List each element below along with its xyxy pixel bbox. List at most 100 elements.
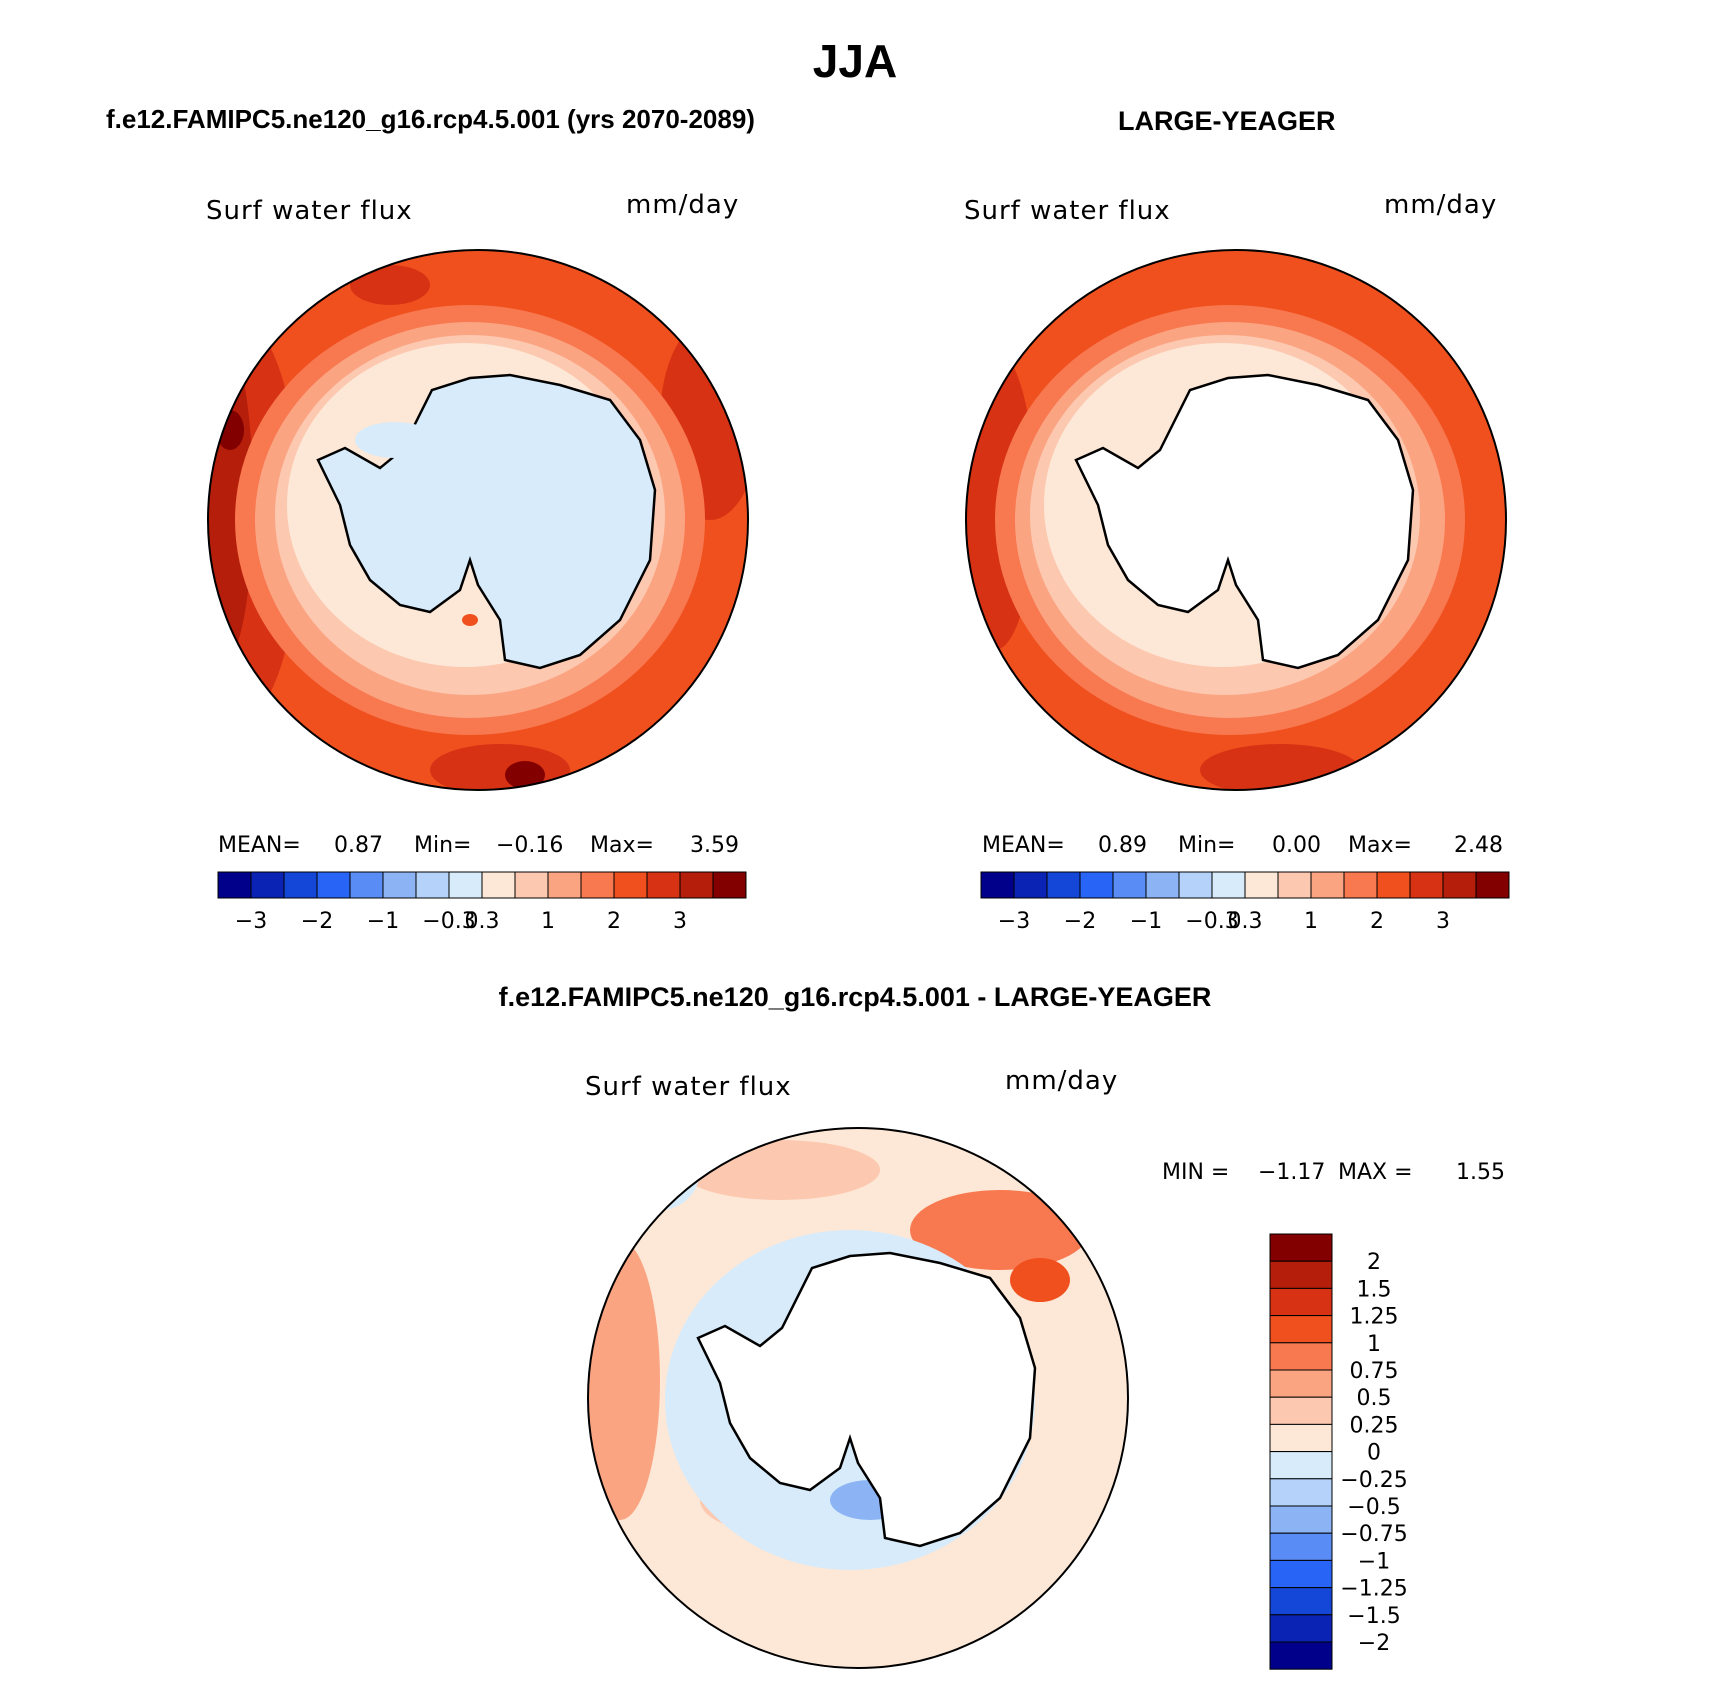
bottom-colorbar-box-6 — [1269, 1396, 1333, 1425]
right-colorbar-box-7 — [1211, 871, 1246, 899]
left-max-value: 3.59 — [690, 833, 739, 858]
left-mean-label: MEAN= — [218, 833, 301, 858]
bottom-max-value: 1.55 — [1456, 1160, 1505, 1185]
bottom-colorbar-tick-label: 2 — [1367, 1250, 1381, 1275]
left-colorbar-box-3 — [316, 871, 351, 899]
right-colorbar-box-4 — [1112, 871, 1147, 899]
bottom-max-label: MAX = — [1338, 1160, 1413, 1185]
right-colorbar-box-12 — [1376, 871, 1411, 899]
bottom-colorbar-tick-label: −0.5 — [1347, 1495, 1400, 1520]
right-mean-value: 0.89 — [1098, 833, 1147, 858]
right-colorbar-tick-label: −0.3 — [1185, 909, 1238, 934]
right-colorbar-box-10 — [1310, 871, 1345, 899]
bottom-colorbar-box-4 — [1269, 1342, 1333, 1371]
bottom-colorbar-tick-label: 1.5 — [1357, 1277, 1392, 1302]
left-antarctica-coast — [316, 373, 657, 670]
bottom-colorbar-tick-label: −1.5 — [1347, 1604, 1400, 1629]
bottom-colorbar-box-5 — [1269, 1369, 1333, 1398]
left-colorbar-box-6 — [415, 871, 450, 899]
right-max-value: 2.48 — [1454, 833, 1503, 858]
bottom-min-label: MIN = — [1162, 1160, 1230, 1185]
left-colorbar-box-7 — [448, 871, 483, 899]
right-mean-label: MEAN= — [982, 833, 1065, 858]
left-colorbar-tick-label: 3 — [673, 909, 687, 934]
bottom-colorbar-box-13 — [1269, 1587, 1333, 1616]
right-colorbar-box-6 — [1178, 871, 1213, 899]
right-min-value: 0.00 — [1272, 833, 1321, 858]
bottom-colorbar-box-11 — [1269, 1532, 1333, 1561]
bottom-colorbar-tick-label: 1 — [1367, 1332, 1381, 1357]
right-colorbar-tick-label: −2 — [1064, 909, 1096, 934]
bottom-colorbar-box-7 — [1269, 1423, 1333, 1453]
left-panel-title: f.e12.FAMIPC5.ne120_g16.rcp4.5.001 (yrs … — [106, 104, 755, 134]
bottom-colorbar-tick-label: 0 — [1367, 1441, 1381, 1466]
right-antarctica-coast — [1074, 373, 1415, 670]
bottom-colorbar-tick-label: −0.75 — [1340, 1522, 1407, 1547]
right-units-label: mm/day — [1384, 190, 1498, 220]
bottom-colorbar-box-2 — [1269, 1287, 1333, 1317]
left-variable-label: Surf water flux — [206, 196, 413, 226]
bottom-colorbar-tick-label: 0.25 — [1350, 1413, 1399, 1438]
left-mean-value: 0.87 — [334, 833, 383, 858]
left-colorbar-tick-label: −2 — [301, 909, 333, 934]
right-max-label: Max= — [1348, 833, 1412, 858]
bottom-colorbar-tick-label: 1.25 — [1350, 1305, 1399, 1330]
right-colorbar-box-14 — [1442, 871, 1477, 899]
right-colorbar-tick-label: −1 — [1130, 909, 1162, 934]
bottom-colorbar-box-14 — [1269, 1614, 1333, 1643]
right-colorbar-tick-label: 3 — [1436, 909, 1450, 934]
left-max-label: Max= — [590, 833, 654, 858]
right-variable-label: Surf water flux — [964, 196, 1171, 226]
bottom-colorbar-tick-label: −2 — [1358, 1631, 1390, 1656]
left-colorbar-tick-label: 1 — [541, 909, 555, 934]
left-stats: MEAN= 0.87 Min= −0.16 Max= 3.59 — [218, 833, 743, 858]
bottom-colorbar-box-1 — [1269, 1260, 1333, 1289]
bottom-colorbar-box-3 — [1269, 1315, 1333, 1344]
bottom-colorbar-tick-label: 0.75 — [1350, 1359, 1399, 1384]
right-colorbar-box-11 — [1343, 871, 1378, 899]
left-colorbar-box-0 — [217, 871, 252, 899]
left-colorbar-box-1 — [250, 871, 285, 899]
bottom-colorbar-box-15 — [1269, 1641, 1333, 1670]
right-colorbar-box-5 — [1145, 871, 1180, 899]
left-colorbar-tick-label: 0.3 — [465, 909, 500, 934]
bottom-panel-title: f.e12.FAMIPC5.ne120_g16.rcp4.5.001 - LAR… — [498, 982, 1212, 1012]
right-min-label: Min= — [1178, 833, 1236, 858]
left-colorbar-tick-label: −3 — [235, 909, 267, 934]
left-colorbar-box-13 — [646, 871, 681, 899]
left-colorbar-box-15 — [712, 871, 747, 899]
right-colorbar-box-3 — [1079, 871, 1114, 899]
bottom-colorbar-tick-label: −1.25 — [1340, 1577, 1407, 1602]
left-colorbar-tick-label: −1 — [367, 909, 399, 934]
left-colorbar-box-8 — [481, 871, 516, 899]
right-colorbar-tick-label: −3 — [998, 909, 1030, 934]
bottom-colorbar-box-0 — [1269, 1233, 1333, 1262]
left-colorbar-box-9 — [514, 871, 549, 899]
bottom-colorbar-tick-label: 0.5 — [1357, 1386, 1392, 1411]
bottom-colorbar-tick-label: −0.25 — [1340, 1468, 1407, 1493]
right-colorbar-tick-label: 2 — [1370, 909, 1384, 934]
left-min-label: Min= — [414, 833, 472, 858]
left-colorbar-box-11 — [580, 871, 615, 899]
bottom-variable-label: Surf water flux — [585, 1072, 792, 1102]
bottom-min-value: −1.17 — [1258, 1160, 1326, 1185]
right-colorbar-box-8 — [1244, 871, 1279, 899]
bottom-antarctica-coast — [696, 1251, 1037, 1548]
right-colorbar-box-13 — [1409, 871, 1444, 899]
right-stats: MEAN= 0.89 Min= 0.00 Max= 2.48 — [982, 833, 1507, 858]
right-colorbar-box-15 — [1475, 871, 1510, 899]
left-units-label: mm/day — [626, 190, 740, 220]
right-colorbar-box-9 — [1277, 871, 1312, 899]
right-colorbar-tick-label: 0.3 — [1228, 909, 1263, 934]
bottom-colorbar-tick-label: −1 — [1358, 1549, 1390, 1574]
left-min-value: −0.16 — [496, 833, 564, 858]
left-colorbar-box-5 — [382, 871, 417, 899]
bottom-colorbar-box-9 — [1269, 1478, 1333, 1507]
right-colorbar-box-1 — [1013, 871, 1048, 899]
bottom-units-label: mm/day — [1005, 1066, 1119, 1096]
left-colorbar-tick-label: −0.3 — [422, 909, 475, 934]
season-title: JJA — [812, 35, 898, 87]
right-colorbar: −3 −2 −1 −0.30.3 1 2 3 — [980, 871, 1510, 934]
right-colorbar-tick-label: 1 — [1304, 909, 1318, 934]
